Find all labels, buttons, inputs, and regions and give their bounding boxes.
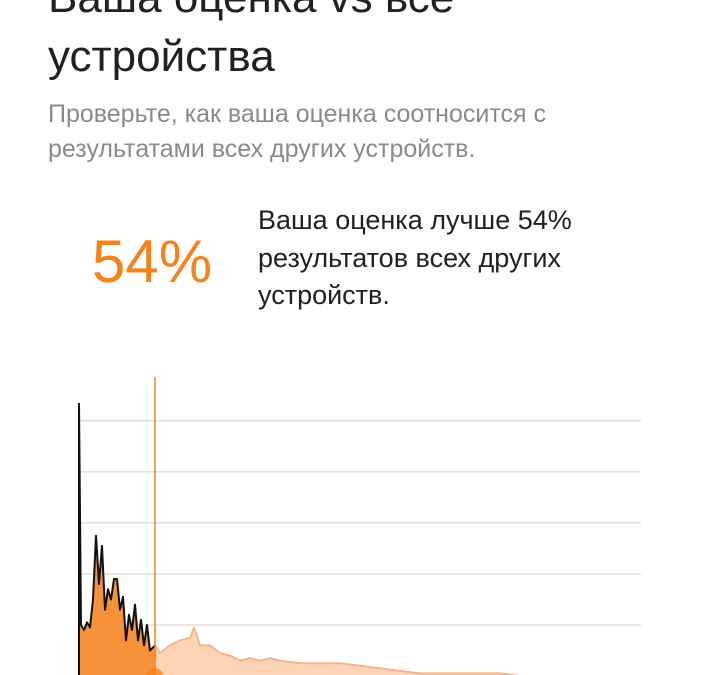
title-line: устройства <box>48 32 275 81</box>
score-description: устройств. <box>258 280 390 310</box>
line-above <box>154 626 640 675</box>
score-percent: 54% <box>92 228 212 295</box>
distribution-chart <box>78 377 641 675</box>
score-description: результатов всех других <box>258 243 561 273</box>
score-dot <box>147 668 163 675</box>
area-above <box>155 627 513 675</box>
subtitle-line: результатами всех других устройств. <box>48 135 475 163</box>
score-description: Ваша оценка лучше 54% <box>258 205 572 235</box>
title-line: Ваша оценка vs все <box>48 0 454 22</box>
area-below <box>79 403 155 675</box>
line-below <box>78 402 156 652</box>
subtitle-line: Проверьте, как ваша оценка соотносится с <box>48 100 546 128</box>
